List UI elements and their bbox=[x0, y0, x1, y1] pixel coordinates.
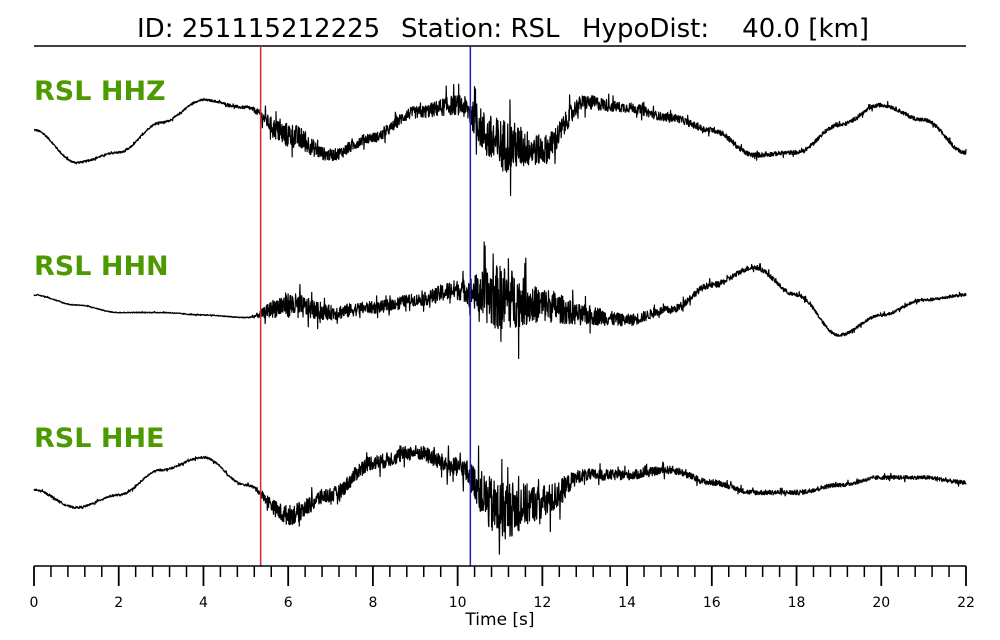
tick-label: 20 bbox=[872, 595, 890, 611]
trace-labels: RSL HHZ RSL HHN RSL HHE bbox=[34, 76, 169, 454]
tick-label: 14 bbox=[618, 595, 636, 611]
tick-label: 16 bbox=[703, 595, 721, 611]
trace-label-rsl-hhe: RSL HHE bbox=[34, 423, 164, 454]
tick-label: 22 bbox=[957, 595, 975, 611]
trace-rsl-hhn bbox=[33, 241, 967, 360]
plot-title-id: ID: 251115212225 bbox=[137, 14, 380, 44]
tick-label: 0 bbox=[30, 595, 39, 611]
tick-label: 4 bbox=[199, 595, 208, 611]
time-axis-label: Time [s] bbox=[464, 610, 534, 630]
tick-label: 6 bbox=[284, 595, 293, 611]
tick-label: 12 bbox=[533, 595, 551, 611]
tick-label: 2 bbox=[114, 595, 123, 611]
trace-rsl-hhz bbox=[33, 83, 967, 197]
plot-title-station: Station: RSL bbox=[401, 14, 560, 44]
pick-lines bbox=[259, 46, 472, 566]
trace-label-rsl-hhz: RSL HHZ bbox=[34, 76, 166, 107]
trace-label-rsl-hhn: RSL HHN bbox=[34, 251, 169, 282]
time-axis: 0 2 4 6 8 10 12 14 16 18 20 22 bbox=[30, 565, 975, 611]
tick-label: 8 bbox=[368, 595, 377, 611]
tick-label: 10 bbox=[449, 595, 467, 611]
trace-group bbox=[33, 83, 967, 555]
tick-label: 18 bbox=[788, 595, 806, 611]
plot-title-hypodist: HypoDist: 40.0 [km] bbox=[582, 14, 869, 44]
trace-rsl-hhe bbox=[33, 445, 967, 555]
